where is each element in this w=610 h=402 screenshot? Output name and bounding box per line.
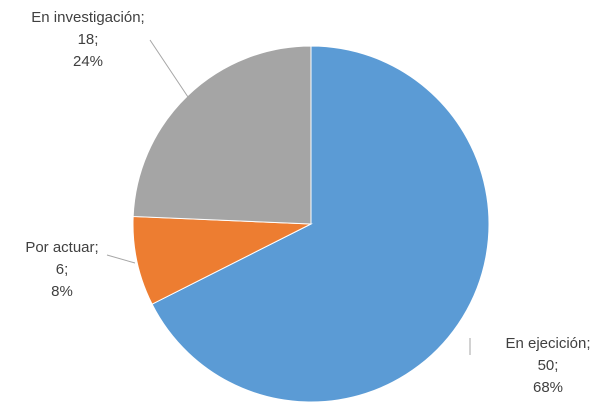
- data-label-por-actuar: Por actuar; 6; 8%: [25, 239, 98, 300]
- data-labels: En ejecición; 50; 68% Por actuar; 6; 8% En inv…: [25, 9, 590, 396]
- pie-slice-por-actuar: [132, 215, 313, 305]
- pie-slice-en-ejecicion: [151, 45, 490, 402]
- data-label-percent: 24%: [73, 53, 103, 70]
- pie-slices: [132, 45, 490, 402]
- data-label-en-investigacion: En investigación; 18; 24%: [31, 9, 144, 70]
- leader-line-en-investigacion: [149, 39, 191, 101]
- data-label-percent: 68%: [533, 379, 563, 396]
- leader-line-por-actuar: [106, 254, 136, 264]
- data-label-value: 6;: [56, 261, 69, 278]
- pie-slice-en-investigacion: [132, 45, 312, 225]
- data-label-category: En ejecición;: [505, 335, 590, 352]
- data-label-percent: 8%: [51, 283, 73, 300]
- data-label-category: En investigación;: [31, 9, 144, 26]
- data-label-value: 50;: [538, 357, 559, 374]
- data-label-value: 18;: [78, 31, 99, 48]
- leader-lines: [106, 39, 471, 355]
- data-label-category: Por actuar;: [25, 239, 98, 256]
- data-label-en-ejecicion: En ejecición; 50; 68%: [505, 335, 590, 396]
